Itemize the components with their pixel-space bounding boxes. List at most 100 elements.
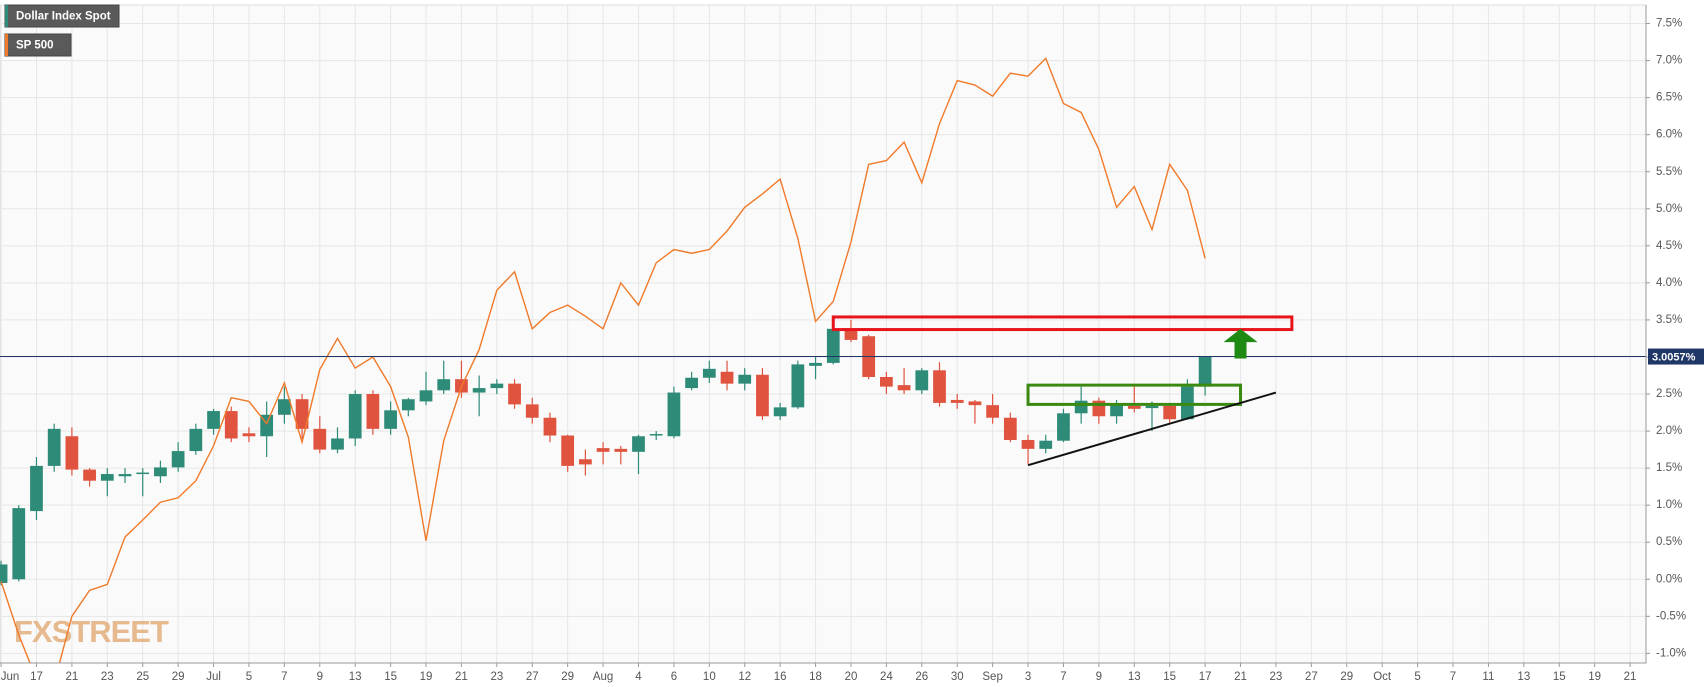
candle-body [667,392,681,437]
candle-body [419,390,433,402]
x-tick-label: 13 [349,671,362,683]
candle-body [47,428,61,466]
line-series [0,57,1206,663]
candle-body [1198,356,1212,387]
y-tick-label: 2.0% [1656,425,1682,437]
candle-body [12,508,26,580]
candle-body [525,404,539,418]
candle-body [348,394,362,439]
x-tick-label: 9 [1096,671,1102,683]
candle-body [579,459,592,465]
x-tick-label: 7 [1060,671,1066,683]
candle-body [809,362,822,366]
y-tick-label: 5.0% [1656,203,1682,215]
legend-label: Dollar Index Spot [16,11,111,23]
candle-body [65,436,79,470]
x-tick-label: 25 [136,671,149,683]
x-tick-label: 6 [671,671,677,683]
x-tick-label: 5 [246,671,252,683]
x-tick-label: 19 [1588,671,1601,683]
candle-body [897,385,911,391]
legend-label: SP 500 [16,40,54,52]
candle-body [1127,405,1141,409]
candle-body [508,383,521,405]
x-tick-label: 20 [845,671,858,683]
y-tick-label: -0.5% [1656,610,1686,622]
x-tick-label: Jun [1,671,20,683]
x-tick-label: 27 [526,671,539,683]
arrow [1223,328,1258,359]
x-tick-label: 23 [101,671,114,683]
candle-body [136,472,150,475]
candle-body [472,388,486,393]
x-tick-label: 21 [1234,671,1247,683]
y-tick-label: 7.0% [1656,55,1682,67]
x-tick-label: 10 [703,671,716,683]
x-tick-label: Oct [1373,671,1392,683]
candle-body [189,428,203,452]
candle-body [0,564,8,583]
y-tick-label: 5.5% [1656,166,1682,178]
x-tick-label: 7 [281,671,287,683]
x-tick-label: 23 [1270,671,1283,683]
x-tick-label: 26 [915,671,928,683]
candle-body [1057,413,1070,441]
watermark: FXSTREET [14,614,169,649]
candle-body [277,399,291,415]
x-tick-label: 19 [420,671,433,683]
y-tick-label: 3.5% [1656,314,1682,326]
candle-body [968,401,982,406]
annotation-box [831,315,1294,332]
x-tick-label: 4 [635,671,642,683]
x-tick-label: Sep [982,671,1002,683]
candle-body [950,399,964,403]
y-tick-label: 1.0% [1656,499,1682,511]
annotation-box [1026,383,1243,406]
x-tick-label: 5 [1414,671,1420,683]
candle-body [1021,439,1035,449]
candle-body [1039,440,1053,449]
x-tick-label: 12 [738,671,751,683]
y-tick-label: 2.5% [1656,388,1682,400]
candle-body [331,438,344,450]
candle-body [83,469,96,481]
candle-body [313,428,327,450]
candle-body [738,374,752,384]
price-label: 3.0057% [1652,351,1696,363]
candle-body [171,451,185,468]
candle-body [384,410,397,429]
candle-body [295,399,309,429]
candle-body [118,474,132,477]
candle-body [242,433,256,437]
x-tick-label: Aug [593,671,613,683]
y-tick-label: 4.5% [1656,240,1682,252]
candle-body [1145,405,1159,409]
candle-body [561,435,575,466]
candle-body [986,405,1000,418]
candle-body [1003,417,1017,440]
x-tick-label: 9 [317,671,323,683]
candle-body [596,448,610,452]
candle-body [826,328,840,363]
x-tick-label: 29 [172,671,185,683]
y-tick-label: 1.5% [1656,462,1682,474]
candle-body [720,371,734,384]
y-tick-label: 6.5% [1656,92,1682,104]
x-tick-label: 21 [455,671,468,683]
x-tick-label: 15 [1553,671,1566,683]
x-tick-label: 3 [1025,671,1031,683]
x-tick-label: 16 [774,671,787,683]
y-tick-label: -1.0% [1656,647,1686,659]
candle-body [649,434,663,436]
x-tick-label: 29 [561,671,574,683]
candle-body [154,467,167,477]
candle-body [1110,403,1123,417]
x-tick-label: 17 [1199,671,1212,683]
x-tick-label: 29 [1340,671,1353,683]
candle-body [1163,405,1177,420]
candle-body [437,379,451,391]
plot-area [0,4,1647,664]
candle-body [224,411,238,439]
x-tick-label: 18 [809,671,822,683]
